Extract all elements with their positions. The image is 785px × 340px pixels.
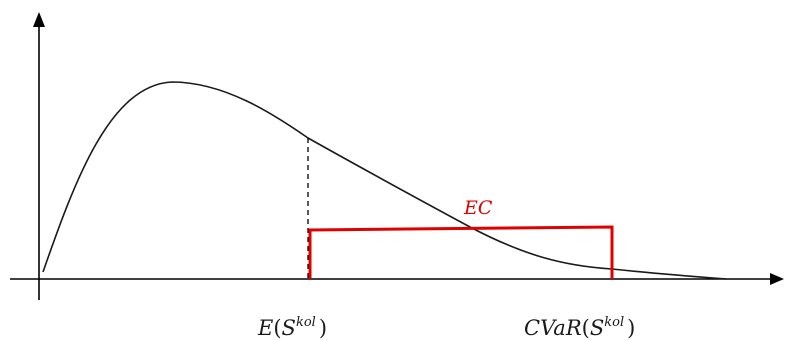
cvar-label: CVaR(Skol) [524, 316, 635, 339]
ec-label: EC [464, 197, 493, 219]
cvar-open-paren: ( [581, 316, 590, 340]
expectation-superscript: kol [295, 315, 316, 330]
expectation-open-paren: ( [273, 316, 282, 340]
density-curve [42, 81, 727, 280]
expectation-close-paren: ) [318, 316, 328, 340]
expectation-name: E [258, 316, 274, 340]
cvar-var: S [589, 316, 605, 340]
cvar-superscript: kol [604, 315, 625, 330]
cvar-close-paren: ) [627, 316, 636, 340]
arrow-right-icon [770, 273, 784, 285]
cvar-name: CVaR [524, 316, 582, 340]
arrow-up-icon [33, 12, 45, 27]
ec-bracket [308, 225, 614, 279]
expectation-label: E(Skol) [258, 316, 327, 339]
expectation-var: S [281, 316, 296, 340]
